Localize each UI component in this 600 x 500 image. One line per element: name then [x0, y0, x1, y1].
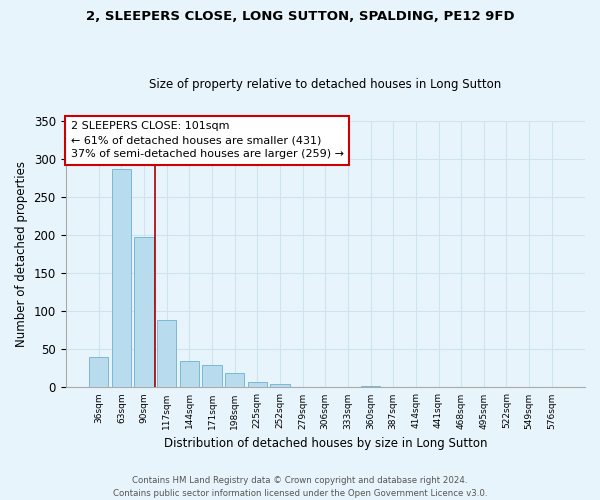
Text: 2 SLEEPERS CLOSE: 101sqm
← 61% of detached houses are smaller (431)
37% of semi-: 2 SLEEPERS CLOSE: 101sqm ← 61% of detach… [71, 122, 344, 160]
Y-axis label: Number of detached properties: Number of detached properties [15, 162, 28, 348]
X-axis label: Distribution of detached houses by size in Long Sutton: Distribution of detached houses by size … [164, 437, 487, 450]
Title: Size of property relative to detached houses in Long Sutton: Size of property relative to detached ho… [149, 78, 502, 91]
Bar [248, 382, 267, 388]
Bar [361, 386, 380, 388]
Bar [271, 384, 290, 388]
Bar [157, 320, 176, 388]
Bar [112, 169, 131, 388]
Bar [134, 237, 154, 388]
Bar [225, 373, 244, 388]
Bar [202, 364, 221, 388]
Bar [180, 361, 199, 388]
Text: 2, SLEEPERS CLOSE, LONG SUTTON, SPALDING, PE12 9FD: 2, SLEEPERS CLOSE, LONG SUTTON, SPALDING… [86, 10, 514, 23]
Text: Contains HM Land Registry data © Crown copyright and database right 2024.
Contai: Contains HM Land Registry data © Crown c… [113, 476, 487, 498]
Bar [89, 357, 109, 388]
